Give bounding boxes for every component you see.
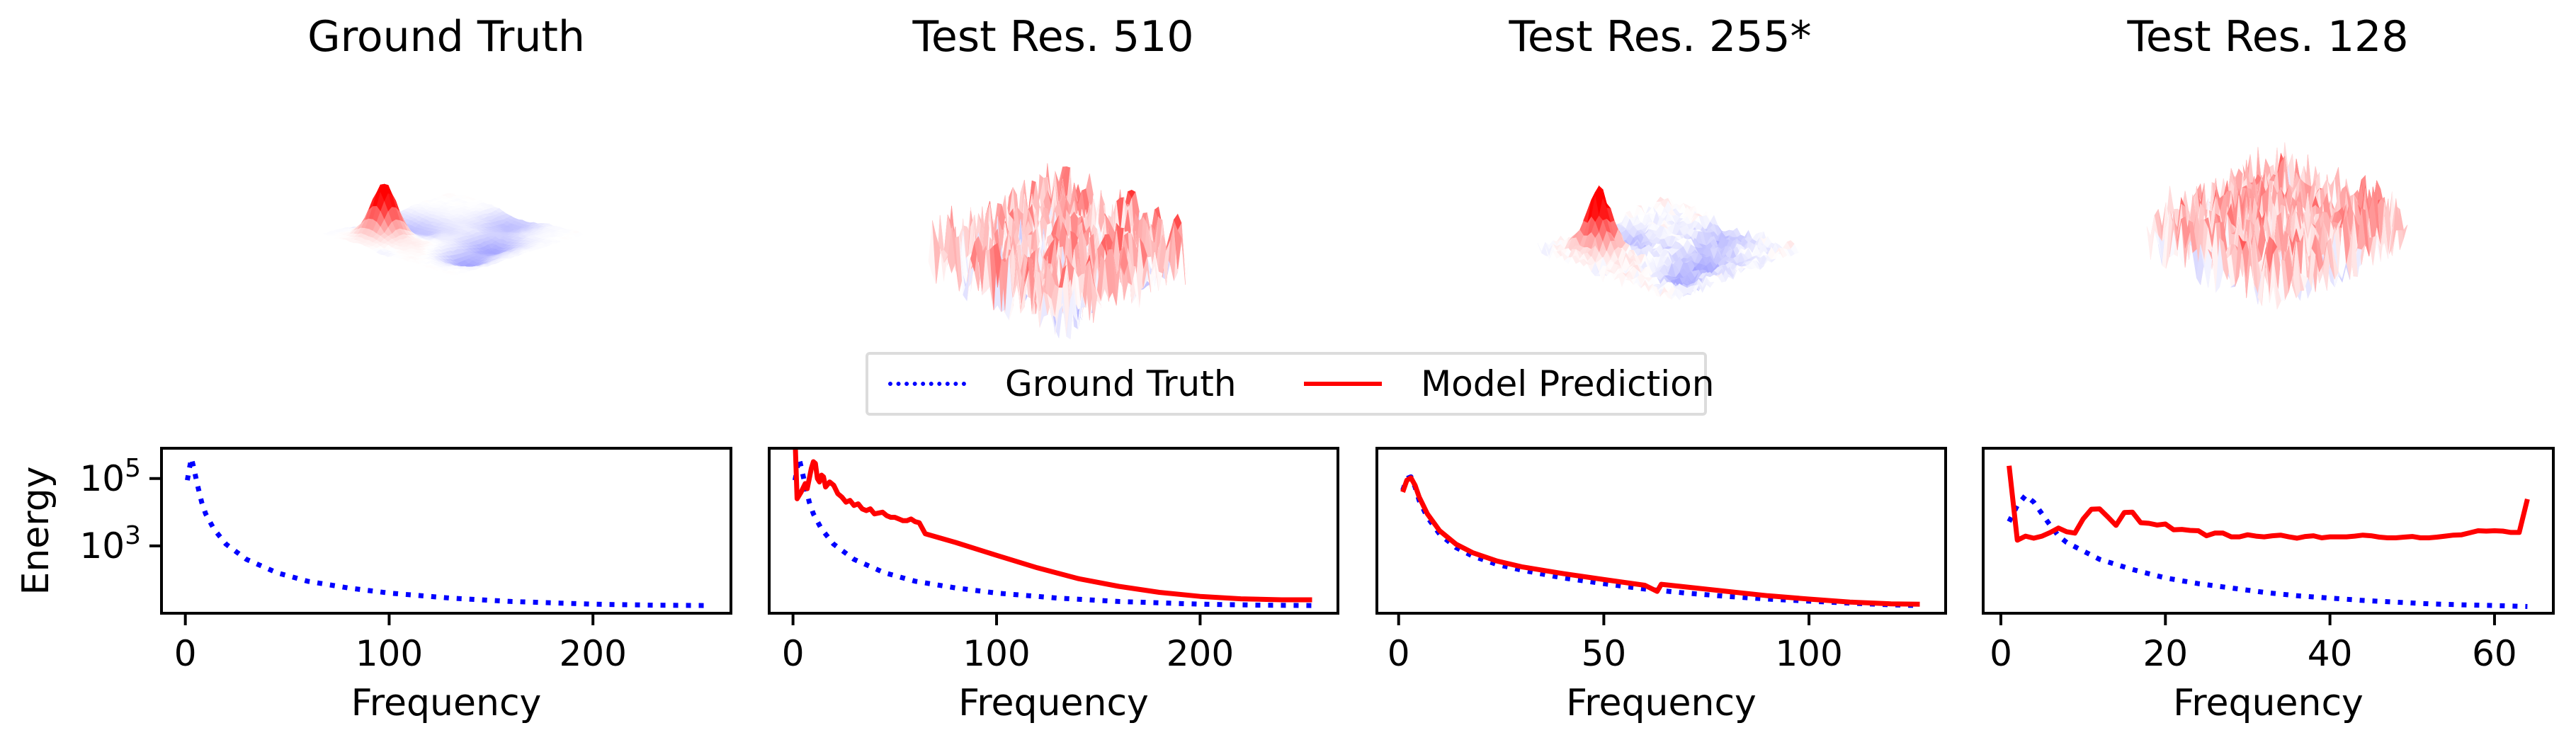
x-tick-label: 40 <box>2308 633 2353 674</box>
legend-swatch-model-prediction <box>1304 382 1382 386</box>
x-axis-label: Frequency <box>351 682 542 724</box>
ground-truth-surface <box>322 183 584 276</box>
x-tick-label: 0 <box>174 633 197 674</box>
x-axis-label: Frequency <box>1566 682 1757 724</box>
panel-title-res-255: Test Res. 255* <box>1509 12 1812 62</box>
model-prediction-line <box>1400 475 1920 607</box>
x-tick-label: 0 <box>1388 633 1410 674</box>
x-axis-label: Frequency <box>958 682 1149 724</box>
ground-truth-line <box>185 455 705 608</box>
ground-truth-line <box>793 455 1312 608</box>
spectrum-chart-1: 0 100 200 Frequency <box>768 447 1339 724</box>
panel-title-res-128: Test Res. 128 <box>2127 12 2409 62</box>
x-axis-label: Frequency <box>2173 682 2364 724</box>
x-tick-label: 60 <box>2472 633 2517 674</box>
legend-swatch-ground-truth <box>888 382 966 386</box>
model-prediction-line <box>793 448 1312 603</box>
axes-frame <box>160 447 732 615</box>
y-tick-label: 105 <box>79 454 141 499</box>
res-255-surface <box>1537 185 1799 301</box>
spectrum-chart-2: 0 50 100 Frequency <box>1375 447 1947 724</box>
panel-title-ground-truth: Ground Truth <box>307 12 585 62</box>
panel-title-res-510: Test Res. 510 <box>912 12 1194 62</box>
ground-truth-line <box>2007 493 2528 609</box>
x-tick-label: 100 <box>1775 633 1842 674</box>
axes-frame <box>1375 447 1947 615</box>
x-tick-label: 50 <box>1582 633 1627 674</box>
legend: Ground Truth Model Prediction <box>866 352 1714 416</box>
y-tick-label: 103 <box>79 521 141 567</box>
x-tick-label: 0 <box>782 633 805 674</box>
axes-frame <box>1982 447 2555 615</box>
legend-label-ground-truth: Ground Truth <box>1005 363 1237 404</box>
res-510-surface <box>928 163 1190 340</box>
legend-item-model-prediction: Model Prediction <box>1304 355 1714 413</box>
x-tick-label: 200 <box>1167 633 1234 674</box>
spectrum-chart-0: 0 100 200 Frequency 105 103 Energy <box>15 447 732 724</box>
spectrum-chart-3: 0 20 40 60 Frequency <box>1982 447 2555 724</box>
y-axis-label: Energy <box>15 466 57 595</box>
x-tick-label: 0 <box>1990 633 2012 674</box>
legend-item-ground-truth: Ground Truth <box>888 355 1237 413</box>
x-tick-label: 20 <box>2143 633 2188 674</box>
res-128-surface <box>2146 142 2408 310</box>
axes-frame <box>768 447 1339 615</box>
model-prediction-line <box>2007 465 2530 543</box>
x-tick-label: 100 <box>356 633 423 674</box>
x-tick-label: 100 <box>963 633 1030 674</box>
legend-label-model-prediction: Model Prediction <box>1421 363 1715 404</box>
x-tick-label: 200 <box>559 633 626 674</box>
